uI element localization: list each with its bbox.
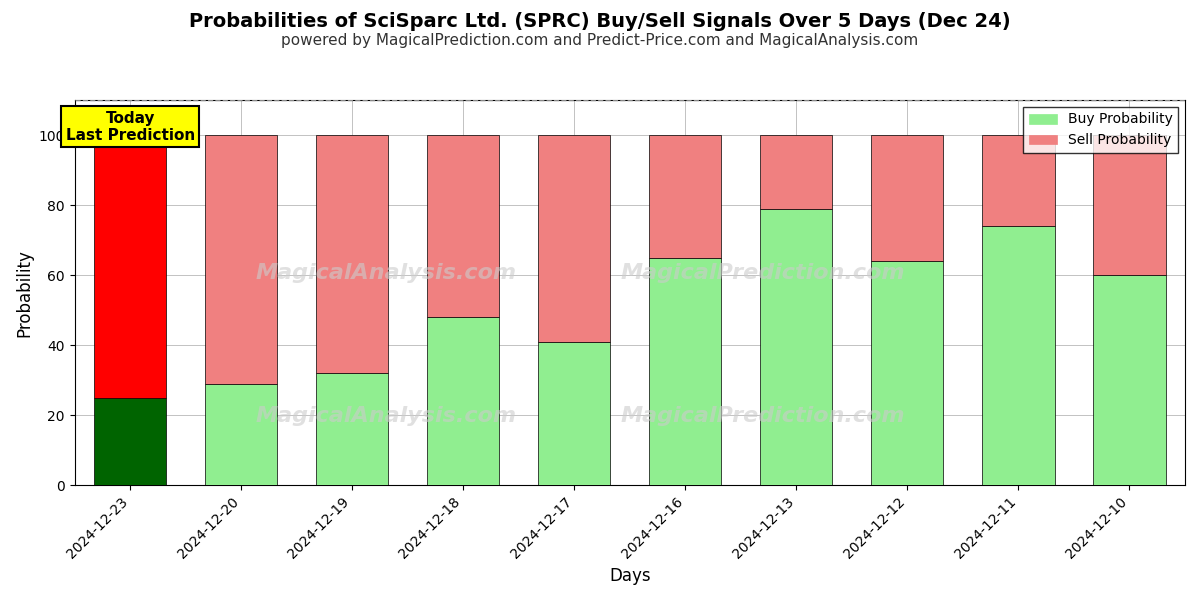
Bar	[539, 341, 611, 485]
Text: Today
Last Prediction: Today Last Prediction	[66, 110, 194, 143]
Bar	[649, 135, 721, 257]
Text: Probabilities of SciSparc Ltd. (SPRC) Buy/Sell Signals Over 5 Days (Dec 24): Probabilities of SciSparc Ltd. (SPRC) Bu…	[190, 12, 1010, 31]
Text: MagicalPrediction.com: MagicalPrediction.com	[620, 406, 905, 426]
Bar	[983, 135, 1055, 226]
Y-axis label: Probability: Probability	[16, 248, 34, 337]
Bar	[427, 135, 499, 317]
Bar	[761, 209, 833, 485]
Bar	[539, 135, 611, 341]
Bar	[316, 135, 389, 373]
Bar	[94, 135, 167, 398]
Bar	[205, 135, 277, 383]
Text: MagicalAnalysis.com: MagicalAnalysis.com	[256, 406, 516, 426]
Legend: Buy Probability, Sell Probability: Buy Probability, Sell Probability	[1024, 107, 1178, 153]
Text: MagicalAnalysis.com: MagicalAnalysis.com	[256, 263, 516, 283]
Bar	[871, 135, 943, 261]
Bar	[94, 398, 167, 485]
Bar	[871, 261, 943, 485]
Bar	[316, 373, 389, 485]
Bar	[649, 257, 721, 485]
Bar	[1093, 275, 1165, 485]
Text: powered by MagicalPrediction.com and Predict-Price.com and MagicalAnalysis.com: powered by MagicalPrediction.com and Pre…	[281, 33, 919, 48]
Bar	[983, 226, 1055, 485]
X-axis label: Days: Days	[610, 567, 650, 585]
Bar	[761, 135, 833, 209]
Text: MagicalPrediction.com: MagicalPrediction.com	[620, 263, 905, 283]
Bar	[427, 317, 499, 485]
Bar	[1093, 135, 1165, 275]
Bar	[205, 383, 277, 485]
